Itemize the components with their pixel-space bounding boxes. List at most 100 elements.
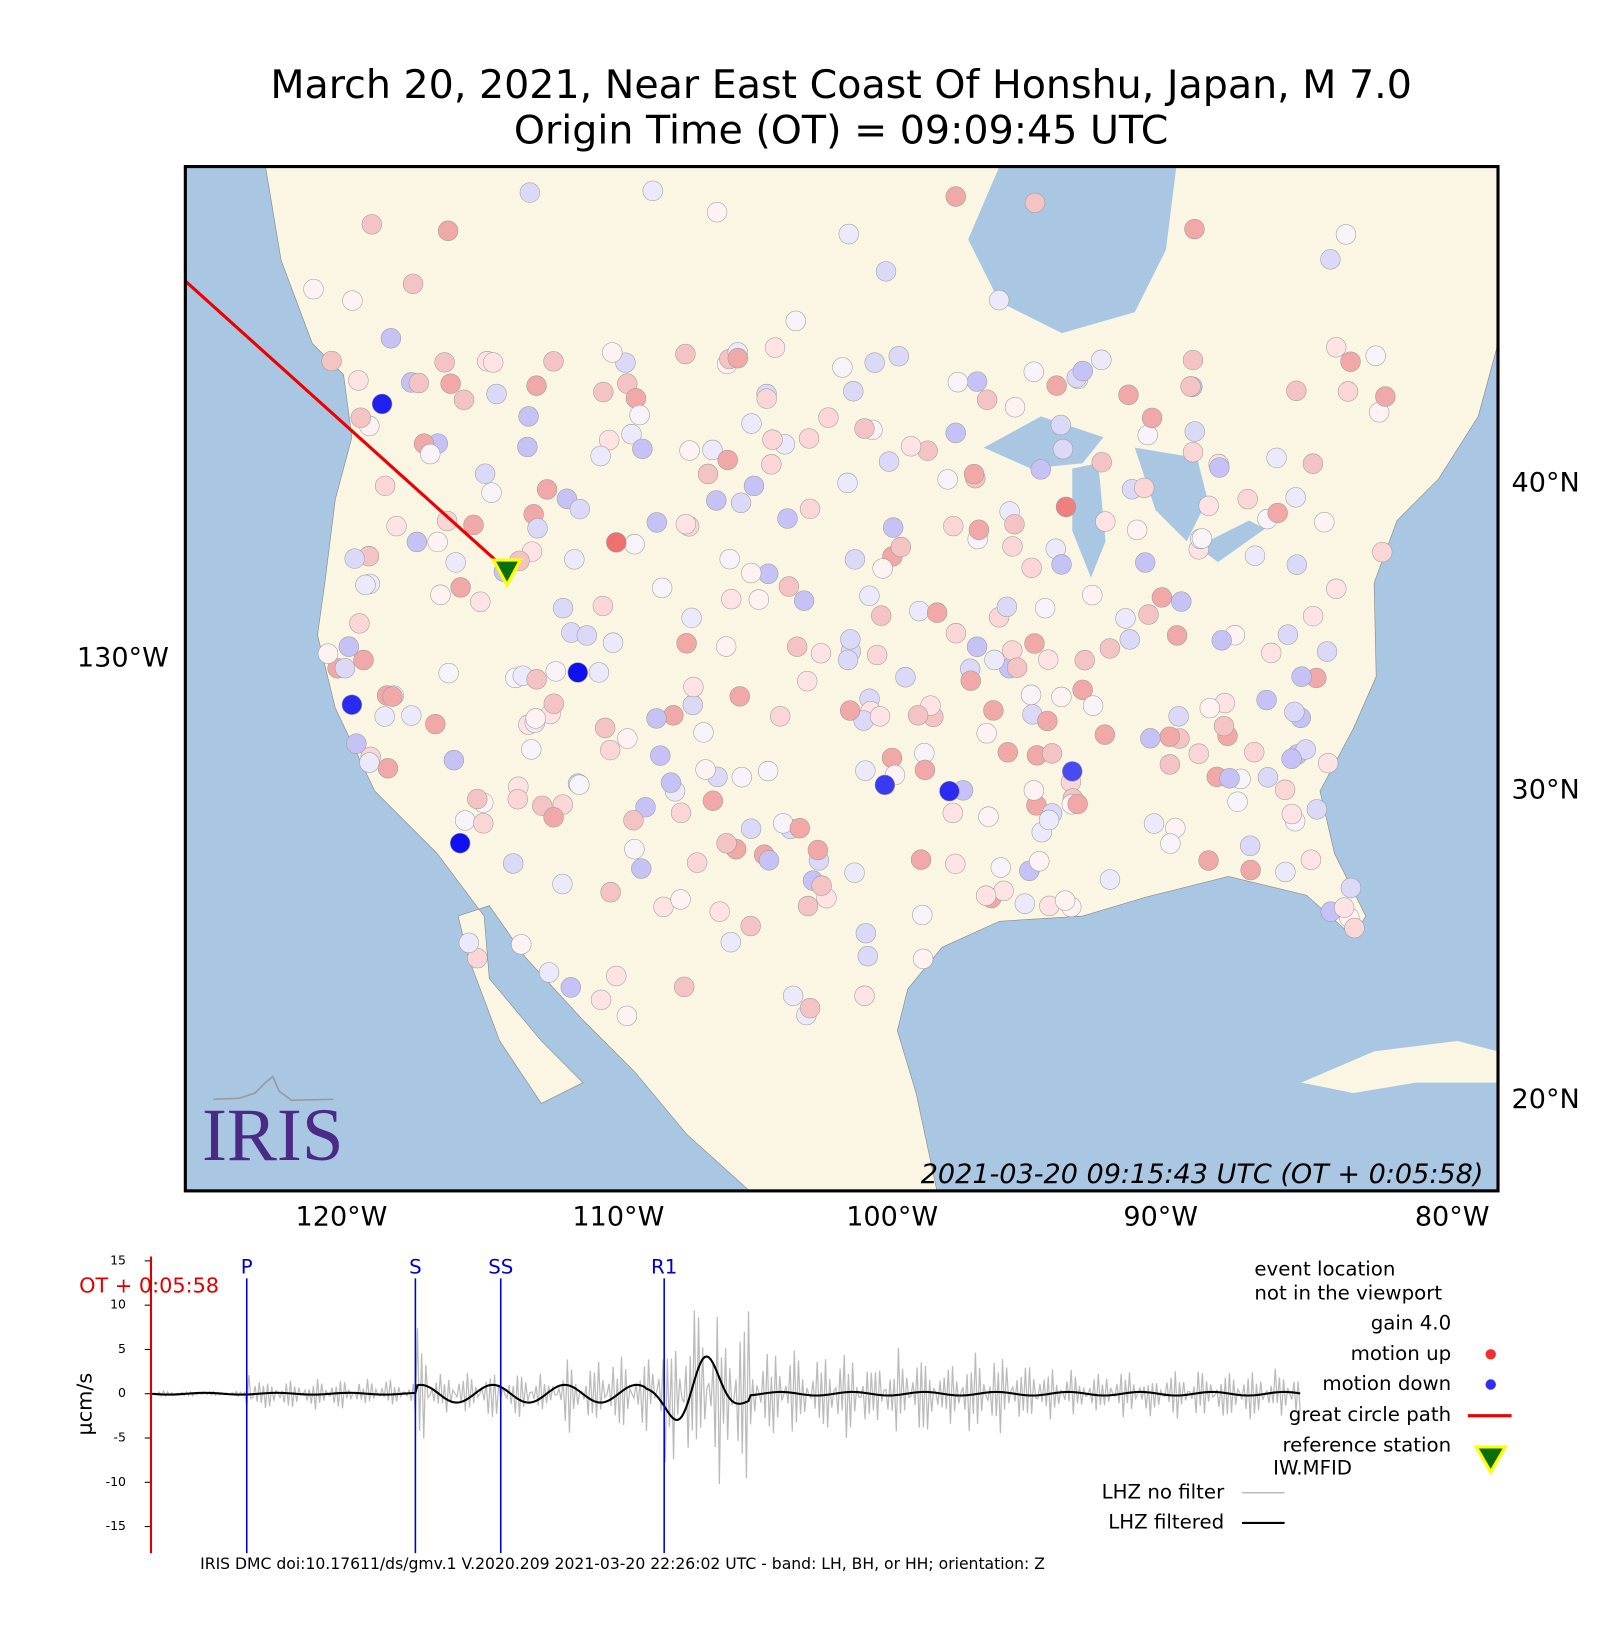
station [719, 549, 740, 570]
station [1240, 859, 1261, 881]
station [855, 923, 876, 944]
station [789, 818, 810, 839]
station [406, 531, 428, 553]
station [1038, 809, 1060, 831]
station [1281, 748, 1302, 769]
station [888, 346, 909, 367]
station [693, 722, 714, 743]
station [346, 733, 367, 754]
legend-text: motion up [1351, 1342, 1452, 1365]
station [545, 661, 566, 682]
station [756, 388, 777, 409]
station [937, 469, 958, 490]
station [960, 670, 981, 691]
lake-michigan [1072, 463, 1106, 578]
station [1160, 833, 1181, 854]
station [653, 896, 674, 918]
station [832, 357, 853, 378]
station [481, 482, 502, 503]
station [1257, 767, 1279, 788]
station [1115, 608, 1136, 629]
station [1274, 779, 1296, 800]
station [743, 475, 765, 497]
station [1126, 519, 1148, 541]
station [440, 373, 461, 394]
station [1021, 557, 1042, 578]
station [1171, 591, 1192, 612]
station [430, 584, 451, 605]
lon-label: 120°W [296, 1201, 388, 1232]
station [988, 290, 1010, 311]
station [716, 636, 737, 657]
station [758, 850, 780, 871]
station [1159, 754, 1181, 775]
station [567, 662, 588, 683]
station [869, 706, 891, 727]
lon-label: 110°W [572, 1201, 664, 1232]
station [1317, 752, 1339, 774]
phase-label: P [241, 1255, 253, 1278]
legend-text: LHZ filtered [1108, 1510, 1224, 1533]
lake-erie [1197, 520, 1265, 563]
station [764, 337, 786, 358]
station [1091, 452, 1112, 473]
station [968, 519, 990, 540]
station [334, 658, 356, 679]
station [552, 873, 573, 895]
station [1074, 650, 1095, 671]
station [617, 728, 638, 749]
station [344, 548, 365, 569]
station [355, 574, 376, 596]
station [1213, 715, 1235, 737]
station [683, 676, 704, 698]
station [503, 853, 524, 874]
station [1004, 514, 1025, 535]
station [695, 759, 716, 780]
station [697, 463, 719, 485]
station [402, 273, 424, 294]
station [342, 290, 363, 311]
station [1072, 679, 1093, 700]
station [1151, 587, 1173, 608]
station [629, 404, 650, 426]
station [881, 747, 903, 769]
station [646, 708, 667, 729]
station [993, 880, 1014, 902]
station [594, 717, 616, 739]
station [1277, 624, 1299, 645]
station [1285, 487, 1306, 508]
station [770, 706, 791, 727]
station [1052, 439, 1074, 460]
footer: IRIS DMC doi:10.17611/ds/gmv.1 V.2020.20… [200, 1555, 1045, 1573]
station [799, 498, 821, 520]
legend-text: IW.MFID [1273, 1456, 1352, 1479]
station [895, 667, 916, 688]
station [434, 352, 455, 373]
station [778, 576, 800, 597]
station [1227, 791, 1248, 812]
station [1051, 554, 1072, 575]
y-tick-label: 0 [118, 1385, 126, 1400]
station [1188, 743, 1209, 764]
station [1072, 360, 1093, 382]
station [660, 772, 682, 793]
station [1199, 697, 1220, 719]
station [990, 857, 1011, 878]
station [606, 532, 627, 553]
station [976, 723, 997, 744]
map: IRIS 2021-03-20 09:15:43 UTC (OT + 0:05:… [185, 166, 1499, 1191]
station [1041, 743, 1063, 764]
station [787, 636, 808, 657]
station [1306, 799, 1328, 820]
reference-station [490, 558, 524, 589]
station [867, 644, 888, 666]
station [785, 310, 806, 332]
station [1046, 375, 1067, 396]
station [1182, 441, 1204, 463]
station [874, 774, 896, 796]
station [623, 810, 644, 831]
station [681, 607, 702, 629]
station [486, 383, 507, 405]
station [757, 760, 779, 782]
station [511, 934, 532, 955]
